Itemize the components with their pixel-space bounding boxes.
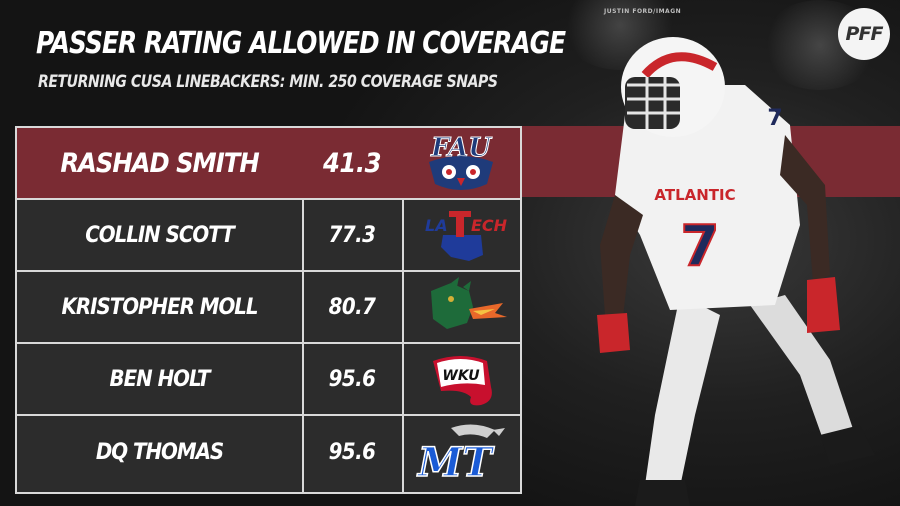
pff-logo: PFF: [838, 8, 890, 60]
svg-text:WKU: WKU: [442, 368, 480, 384]
player-name: KRISTOPHER MOLL: [61, 294, 259, 320]
table-row-highlight: RASHAD SMITH 41.3 FAU: [17, 128, 520, 200]
svg-text:7: 7: [767, 106, 782, 131]
svg-text:FAU: FAU: [430, 133, 492, 163]
chart-subtitle: RETURNING CUSA LINEBACKERS: MIN. 250 COV…: [38, 72, 498, 92]
table-row: BEN HOLT 95.6 WKU: [17, 344, 520, 416]
table-row: KRISTOPHER MOLL 80.7: [17, 272, 520, 344]
pff-logo-text: PFF: [845, 23, 884, 45]
passer-rating-value: 80.7: [328, 294, 376, 320]
player-name: COLLIN SCOTT: [85, 222, 235, 248]
ratings-table: RASHAD SMITH 41.3 FAU COLLIN SCOTT 77.3 …: [15, 126, 522, 494]
fau-owl-logo-icon: FAU: [402, 128, 520, 198]
wku-towel-logo-icon: WKU: [402, 344, 520, 414]
uab-dragon-logo-icon: [402, 272, 520, 342]
passer-rating-value: 95.6: [328, 439, 376, 465]
passer-rating-value: 95.6: [328, 366, 376, 392]
column-divider: [302, 128, 304, 492]
photo-credit: JUSTIN FORD/IMAGN: [604, 8, 682, 15]
player-name: RASHAD SMITH: [60, 147, 259, 179]
la-tech-logo-icon: LA ECH: [402, 200, 520, 270]
column-divider: [402, 128, 404, 492]
passer-rating-value: 77.3: [328, 222, 376, 248]
svg-text:MT: MT: [416, 439, 495, 484]
chart-title: PASSER RATING ALLOWED IN COVERAGE: [36, 26, 566, 61]
svg-text:ATLANTIC: ATLANTIC: [654, 186, 735, 204]
svg-text:7: 7: [681, 214, 720, 279]
table-row: DQ THOMAS 95.6 MT: [17, 416, 520, 488]
svg-text:ECH: ECH: [471, 216, 508, 235]
svg-text:LA: LA: [425, 216, 448, 235]
player-name: DQ THOMAS: [95, 439, 224, 465]
mtsu-logo-icon: MT: [402, 416, 520, 488]
passer-rating-value: 41.3: [323, 147, 381, 179]
table-row: COLLIN SCOTT 77.3 LA ECH: [17, 200, 520, 272]
player-photo: ATLANTIC 7 7: [597, 37, 875, 506]
player-name: BEN HOLT: [109, 366, 211, 392]
